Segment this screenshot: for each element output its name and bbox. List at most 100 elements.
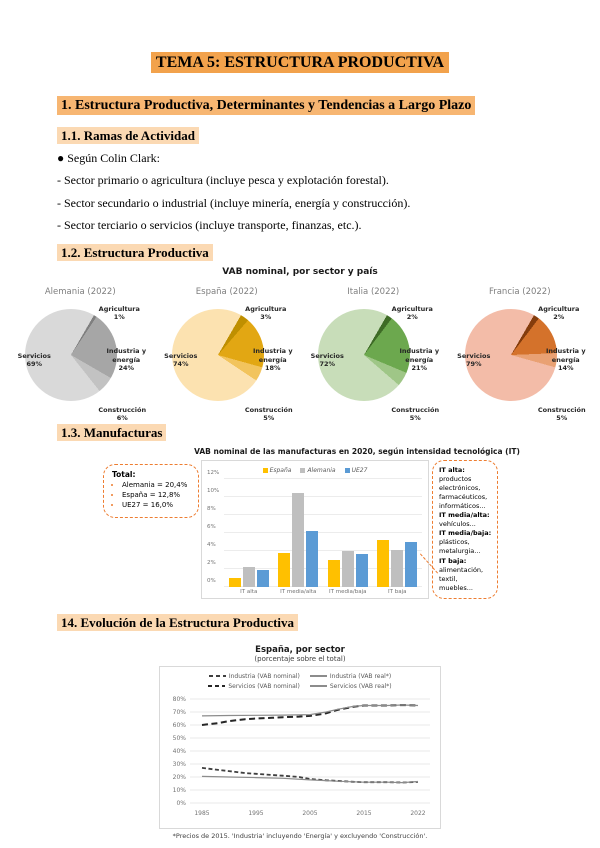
legend-label: Alemania [307, 467, 335, 474]
legend-label: Industria (VAB real*) [330, 673, 391, 680]
pie-chart-italia-2022: Italia (2022)Agricultura 2%Industria y e… [300, 287, 447, 417]
ramas-paragraphs: ● Según Colin Clark: - Sector primario o… [57, 150, 543, 235]
pie-slice-label-agricultura: Agricultura 2% [384, 305, 440, 321]
legend-item-industria-vab-nominal: Industria (VAB nominal) [209, 673, 300, 680]
pie-wrap: Agricultura 1%Industria y energía 24%Con… [13, 309, 147, 417]
it-desc: alimentación, textil, muebles... [439, 566, 483, 592]
pie-chart-country-label: Italia (2022) [300, 287, 447, 297]
bar-group-it-alta [229, 479, 269, 587]
legend-label: Servicios (VAB nominal) [228, 683, 300, 690]
bar-groups [224, 479, 422, 587]
bar-chart-title: VAB nominal de las manufacturas en 2020,… [147, 447, 567, 456]
y-tick-label: 70% [173, 709, 187, 716]
pie-chart-espa-a-2022: España (2022) Agricultura 3%Industria y e… [154, 287, 301, 417]
bar-group-it-media-baja [328, 479, 368, 587]
bar-group-it-baja [377, 479, 417, 587]
pie-slice-label-industria-y-energ-a: Industria y energía 24% [101, 347, 151, 371]
bar-group-it-media-alta [278, 479, 318, 587]
line-series-servicios-vab-real [202, 705, 418, 716]
x-tick-label: IT baja [373, 589, 423, 595]
line-legend-row: Industria (VAB nominal) Industria (VAB re… [164, 673, 436, 680]
pie-slice-label-servicios: Servicios 79% [453, 352, 495, 368]
bar-espa-a-it-media-baja [328, 560, 340, 586]
heading-section-1: 1. Estructura Productiva, Determinantes … [57, 98, 543, 114]
legend-line-sample [310, 675, 327, 677]
legend-item-espa-a: España [263, 467, 292, 474]
x-tick-label: IT alta [224, 589, 274, 595]
bar-espa-a-it-media-alta [278, 553, 290, 586]
bar-chart: EspañaAlemaniaUE27 0%2%4%6%8%10%12% IT a… [201, 460, 429, 599]
line-legend-row: Servicios (VAB nominal)Servicios (VAB re… [164, 683, 436, 690]
y-tick-label: 4% [207, 542, 216, 548]
x-tick-label: IT media/baja [323, 589, 373, 595]
pie-wrap: Agricultura 2%Industria y energía 21%Con… [306, 309, 440, 417]
y-tick-label: 50% [173, 735, 187, 742]
bar-alemania-it-alta [243, 567, 255, 587]
y-tick-label: 10% [207, 488, 219, 494]
ramas-item: - Sector terciario o servicios (incluye … [57, 217, 543, 234]
heading-section-1-3: 1.3. Manufacturas [57, 425, 543, 441]
y-tick-label: 0% [176, 800, 186, 807]
page-title: TEMA 5: ESTRUCTURA PRODUCTIVA [57, 54, 543, 72]
it-term: IT media/alta: [439, 511, 490, 519]
it-desc: vehículos... [439, 520, 476, 528]
pie-slice-label-agricultura: Agricultura 2% [531, 305, 587, 321]
bar-alemania-it-media-baja [342, 551, 354, 586]
line-chart-legend: Industria (VAB nominal) Industria (VAB re… [164, 673, 436, 690]
legend-label: UE27 [352, 467, 368, 474]
it-definition: IT baja: alimentación, textil, muebles..… [439, 557, 492, 593]
legend-item-servicios-vab-nominal: Servicios (VAB nominal) [208, 683, 300, 690]
bar-espa-a-it-alta [229, 578, 241, 587]
totals-callout: Total: Alemania = 20,4%España = 12,8%UE2… [103, 464, 199, 518]
legend-line-sample [208, 685, 225, 687]
line-chart-plot: 0%10%20%30%40%50%60%70%80%19851995200520… [164, 693, 436, 826]
pie-slice-label-construcci-n: Construcción 5% [238, 406, 300, 422]
bar-chart-x-labels: IT altaIT media/altaIT media/bajaIT baja [224, 589, 422, 595]
ramas-item: - Sector secundario o industrial (incluy… [57, 195, 543, 212]
it-term: IT baja: [439, 557, 466, 565]
totals-callout-title: Total: [112, 470, 192, 479]
pie-slice-label-agricultura: Agricultura 3% [238, 305, 294, 321]
legend-swatch [300, 468, 305, 473]
bar-alemania-it-media-alta [292, 493, 304, 587]
ramas-intro: ● Según Colin Clark: [57, 150, 543, 167]
x-tick-label: 1995 [248, 810, 263, 817]
totals-list: Alemania = 20,4%España = 12,8%UE27 = 16,… [112, 481, 192, 509]
it-definitions-callout: IT alta: productos electrónicos, farmacé… [432, 460, 498, 599]
legend-label: España [270, 467, 292, 474]
pie-chart-francia-2022: Francia (2022) Agricultura 2% Industria y … [447, 287, 594, 417]
legend-swatch [345, 468, 350, 473]
y-tick-label: 10% [173, 787, 187, 794]
it-desc: productos electrónicos, farmacéuticos, i… [439, 475, 487, 510]
page-title-text: TEMA 5: ESTRUCTURA PRODUCTIVA [151, 52, 449, 73]
pie-chart-country-label: España (2022) [154, 287, 301, 297]
y-tick-label: 8% [207, 506, 216, 512]
pie-chart-country-label: Francia (2022) [447, 287, 594, 297]
pie-slice-label-servicios: Servicios 69% [13, 352, 55, 368]
y-tick-label: 30% [173, 761, 187, 768]
pie-slice-label-industria-y-energ-a: Industria y energía 14% [541, 347, 591, 371]
legend-line-sample [209, 675, 226, 677]
pie-slice-label-servicios: Servicios 72% [306, 352, 348, 368]
legend-item-alemania: Alemania [300, 467, 335, 474]
line-chart-subtitle: (porcentaje sobre el total) [57, 655, 543, 663]
y-tick-label: 20% [173, 774, 187, 781]
y-tick-label: 12% [207, 470, 219, 476]
pie-slice-label-industria-y-energ-a: Industria y energía 21% [394, 347, 444, 371]
y-tick-label: 0% [207, 578, 216, 584]
legend-item-ue27: UE27 [345, 467, 368, 474]
ramas-item: - Sector primario o agricultura (incluye… [57, 172, 543, 189]
line-chart-title: España, por sector [57, 645, 543, 655]
y-tick-label: 80% [173, 696, 187, 703]
bar-ue27-it-alta [257, 570, 269, 586]
totals-item: Alemania = 20,4% [122, 481, 192, 489]
pie-slice-label-construcci-n: Construcción 6% [91, 406, 153, 422]
y-tick-label: 6% [207, 524, 216, 530]
it-definition: IT media/alta: vehículos... [439, 511, 492, 529]
bar-alemania-it-baja [391, 550, 403, 587]
pie-wrap: Agricultura 3%Industria y energía 18%Con… [160, 309, 294, 417]
line-chart-svg: 0%10%20%30%40%50%60%70%80%19851995200520… [164, 693, 436, 821]
it-desc: plásticos, metalurgia... [439, 538, 480, 555]
bar-ue27-it-baja [405, 542, 417, 587]
x-tick-label: IT media/alta [274, 589, 324, 595]
